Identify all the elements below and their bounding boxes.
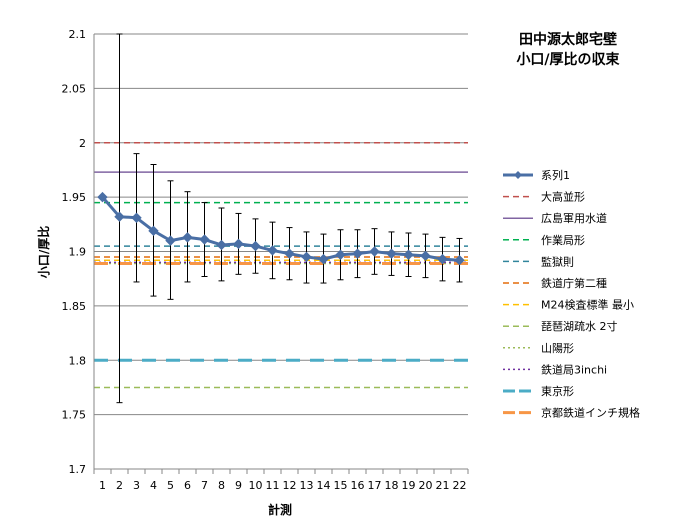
data-point xyxy=(420,250,431,262)
legend-label: 琵琶湖疏水 2寸 xyxy=(541,319,618,333)
data-point xyxy=(301,251,312,263)
legend-item: 系列1 xyxy=(503,168,570,182)
data-point xyxy=(233,238,244,250)
x-tick-label: 16 xyxy=(351,479,365,492)
x-tick-label: 10 xyxy=(249,479,263,492)
y-tick-label: 1.75 xyxy=(62,409,87,422)
legend-label: 広島軍用水道 xyxy=(541,211,607,225)
data-point xyxy=(437,253,448,265)
data-point xyxy=(97,191,108,203)
legend-label: M24検査標準 最小 xyxy=(541,298,634,312)
y-axis-label: 小口/厚比 xyxy=(36,226,51,278)
x-tick-label: 2 xyxy=(116,479,123,492)
legend-label: 作業局形 xyxy=(541,234,585,247)
data-point xyxy=(148,225,159,237)
y-tick-labels: 1.7 1.75 1.8 1.85 1.9 1.95 2 2.05 2.1 xyxy=(62,28,87,476)
legend-item: M24検査標準 最小 xyxy=(503,298,634,312)
y-tick-label: 2.1 xyxy=(69,28,87,41)
x-tick-label: 22 xyxy=(453,479,467,492)
legend-label: 系列1 xyxy=(541,168,570,182)
x-tick-label: 15 xyxy=(334,479,348,492)
legend-item: 東京形 xyxy=(503,384,574,398)
x-tick-label: 18 xyxy=(385,479,399,492)
data-point xyxy=(386,248,397,259)
x-tick-label: 9 xyxy=(235,479,242,492)
data-point xyxy=(250,240,261,252)
legend-marker xyxy=(514,171,522,179)
data-point xyxy=(335,249,346,260)
y-tick-label: 1.85 xyxy=(62,300,87,313)
legend-label: 鉄道局3inchi xyxy=(541,362,607,376)
x-tick-label: 12 xyxy=(283,479,297,492)
chart-title-line-1: 田中源太郎宅壁 xyxy=(519,31,617,48)
y-tick-label: 2 xyxy=(79,137,86,150)
chart-title-line-2: 小口/厚比の収束 xyxy=(516,51,620,68)
x-tick-label: 17 xyxy=(368,479,382,492)
legend-item: 琵琶湖疏水 2寸 xyxy=(503,319,618,333)
legend-label: 京都鉄道インチ規格 xyxy=(541,406,640,420)
x-tick-label: 7 xyxy=(201,479,208,492)
x-tick-labels: 1 2 3 4 5 6 7 8 9 10 11 12 13 14 15 16 17 18 19 20 21 22 xyxy=(99,479,467,492)
legend-item: 鉄道庁第二種 xyxy=(503,276,607,290)
data-point xyxy=(369,246,380,257)
x-tick-label: 11 xyxy=(266,479,280,492)
x-tick-label: 20 xyxy=(419,479,433,492)
data-point xyxy=(352,248,363,259)
legend-label: 監獄則 xyxy=(541,254,574,268)
data-point xyxy=(131,212,142,223)
y-tick-label: 2.05 xyxy=(62,82,87,95)
legend-item: 作業局形 xyxy=(503,234,585,247)
main-series xyxy=(97,191,465,266)
data-point xyxy=(199,234,210,245)
data-point xyxy=(165,235,176,246)
legend-label: 鉄道庁第二種 xyxy=(541,276,607,290)
data-point xyxy=(216,239,227,251)
data-point xyxy=(284,248,295,259)
legend-label: 山陽形 xyxy=(541,342,574,355)
legend-item: 京都鉄道インチ規格 xyxy=(503,406,640,420)
legend-item: 広島軍用水道 xyxy=(503,211,607,225)
legend-item: 監獄則 xyxy=(503,254,574,268)
data-point xyxy=(454,254,465,266)
y-tick-label: 1.9 xyxy=(69,246,87,259)
legend-item: 山陽形 xyxy=(503,342,574,355)
data-point xyxy=(114,211,125,222)
x-tick-label: 21 xyxy=(436,479,450,492)
x-tick-label: 8 xyxy=(218,479,225,492)
x-tick-label: 14 xyxy=(317,479,331,492)
legend-label: 大高並形 xyxy=(541,190,585,204)
data-point xyxy=(267,245,278,256)
x-tick-label: 3 xyxy=(133,479,140,492)
axes xyxy=(93,34,469,474)
x-tick-label: 19 xyxy=(402,479,416,492)
x-tick-label: 5 xyxy=(167,479,174,492)
legend-item: 鉄道局3inchi xyxy=(503,362,607,376)
x-tick-label: 1 xyxy=(99,479,106,492)
x-tick-label: 13 xyxy=(300,479,314,492)
y-tick-label: 1.95 xyxy=(62,191,87,204)
series-line xyxy=(101,196,460,262)
error-bars xyxy=(116,33,463,404)
data-point xyxy=(403,249,414,260)
reference-lines xyxy=(94,142,468,389)
x-tick-label: 4 xyxy=(150,479,157,492)
legend-item: 大高並形 xyxy=(503,190,585,204)
y-tick-label: 1.7 xyxy=(69,463,87,476)
data-point xyxy=(182,232,193,243)
legend-label: 東京形 xyxy=(541,384,574,398)
data-point xyxy=(318,253,329,265)
x-axis-label: 計測 xyxy=(268,502,292,517)
x-tick-label: 6 xyxy=(184,479,191,492)
y-tick-label: 1.8 xyxy=(69,354,87,367)
